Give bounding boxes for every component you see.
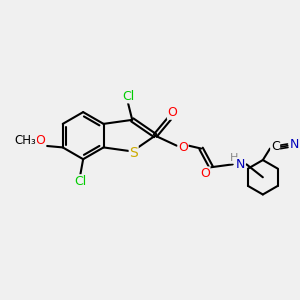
Text: CH₃: CH₃ <box>15 134 36 147</box>
Text: N: N <box>236 158 245 171</box>
Text: O: O <box>36 134 46 147</box>
Text: C: C <box>271 140 280 153</box>
Text: S: S <box>129 146 138 160</box>
Text: Cl: Cl <box>122 90 134 103</box>
Text: H: H <box>230 153 238 163</box>
Text: Cl: Cl <box>74 175 86 188</box>
Text: O: O <box>200 167 210 180</box>
Text: O: O <box>178 141 188 154</box>
Text: N: N <box>290 138 299 151</box>
Text: O: O <box>167 106 177 119</box>
